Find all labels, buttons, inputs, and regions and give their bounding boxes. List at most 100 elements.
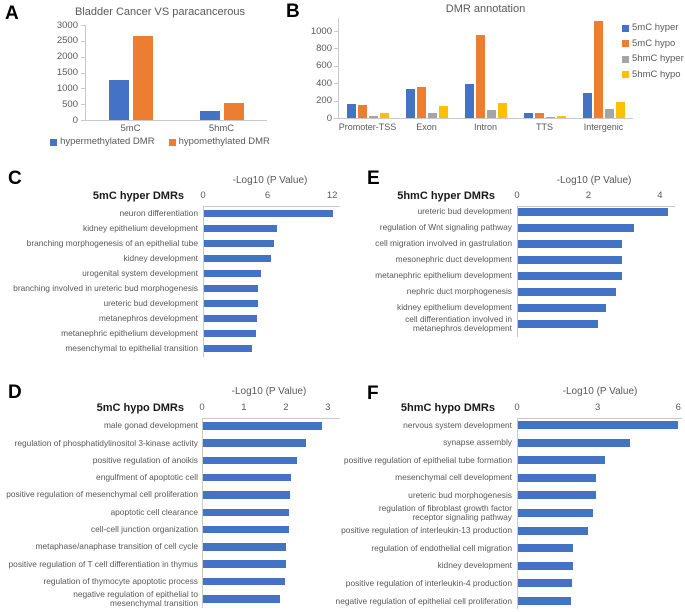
- row-label: male gonad development: [103, 420, 198, 431]
- row-label: kidney epithelium development: [83, 223, 198, 233]
- bar: [223, 102, 244, 120]
- bar: [204, 255, 271, 262]
- y-tick-label: 0: [72, 114, 78, 126]
- bar: [475, 34, 485, 118]
- row-label: cell migration involved in gastrulation: [375, 238, 512, 249]
- bar: [132, 36, 153, 120]
- panel-letter-d: D: [8, 382, 22, 403]
- row-label: nervous system development: [403, 419, 512, 430]
- y-tick-mark: [334, 118, 338, 119]
- bar: [427, 113, 437, 118]
- y-tick-label: 0: [326, 112, 332, 124]
- bar: [204, 240, 274, 247]
- axis-title: -Log10 (P Value): [232, 175, 308, 186]
- y-tick-label: 500: [62, 98, 78, 110]
- axis-top-line: [517, 206, 675, 207]
- row-label: regulation of fibroblast growth factor r…: [378, 503, 512, 522]
- axis-top-line: [202, 418, 340, 419]
- y-tick-mark: [334, 31, 338, 33]
- row-label: metanephric epithelium development: [61, 328, 198, 338]
- category-label: Promoter-TSS: [338, 122, 397, 132]
- chart-d-5mc-hypo-dmrs: 5mC hypo DMRs -Log10 (P Value) 0 1 2 3 male go…: [0, 382, 345, 612]
- bar: [203, 595, 280, 603]
- row-label: mesenchymal to epithelial transition: [65, 343, 198, 353]
- bar: [518, 240, 622, 248]
- legend-label: 5mC hyper: [632, 22, 679, 33]
- row-label: branching involved in ureteric bud morph…: [13, 283, 198, 293]
- bar: [203, 508, 289, 516]
- legend-label: 5mC hypo: [632, 37, 676, 49]
- row-label: neuron differentiation: [119, 208, 198, 218]
- row-label: urogenital system development: [82, 268, 198, 278]
- bar: [203, 473, 292, 482]
- x-tick-label: 1: [241, 402, 247, 413]
- y-tick-mark: [81, 25, 85, 26]
- bar: [518, 272, 622, 280]
- category-label: Intergenic: [583, 122, 624, 132]
- legend-label: 5hmC hypo: [632, 68, 681, 80]
- y-tick-label: 400: [316, 77, 332, 89]
- chart-title: 5mC hypo DMRs: [96, 402, 184, 414]
- chart-c-5mc-hyper-dmrs: 5mC hyper DMRs -Log10 (P Value) 0 6 12 neuron…: [0, 165, 345, 380]
- legend-item: 5mC hypo: [622, 37, 676, 49]
- row-label: ureteric bud development: [417, 206, 512, 217]
- legend-item: 5hmC hypo: [622, 68, 681, 80]
- bar: [438, 106, 448, 118]
- row-label: positive regulation of interleukin-4 pro…: [345, 577, 512, 588]
- x-tick-label: 0: [199, 402, 205, 413]
- x-tick-label: 2: [283, 402, 289, 413]
- bar: [545, 117, 555, 118]
- panel-f-5hmc-hypo-go: F 5hmC hypo DMRs -Log10 (P Value) 0 3 6 nervo…: [336, 382, 685, 612]
- x-tick-label: 0: [200, 190, 206, 201]
- x-axis-line: [85, 120, 267, 121]
- bar: [405, 89, 415, 118]
- legend-item: hypermethylated DMR: [50, 137, 155, 147]
- legend-swatch: [622, 71, 629, 78]
- panel-c-5mc-hyper-go: C 5mC hyper DMRs -Log10 (P Value) 0 6 12 neur…: [0, 165, 345, 380]
- bar: [346, 104, 356, 118]
- y-tick-mark: [81, 56, 85, 58]
- x-tick-label: 6: [675, 402, 681, 413]
- bar: [518, 320, 598, 328]
- row-label: positive regulation of mesenchymal cell …: [6, 489, 198, 500]
- y-tick-label: 2500: [56, 35, 78, 47]
- x-tick-label: 3: [594, 402, 601, 413]
- row-label: mesonephric duct development: [395, 254, 512, 265]
- axis-title: -Log10 (P Value): [562, 386, 638, 397]
- bar: [368, 115, 378, 118]
- legend-item: hypomethylated DMR: [168, 137, 270, 147]
- row-label: apoptotic cell clearance: [110, 506, 198, 517]
- bar: [518, 579, 572, 588]
- bar: [203, 525, 289, 534]
- row-label: synapse assembly: [443, 437, 512, 448]
- bar: [203, 491, 290, 499]
- bar: [204, 270, 262, 277]
- x-tick-label: 6: [264, 190, 271, 201]
- x-tick-label: 4: [657, 190, 663, 201]
- y-tick-mark: [334, 48, 338, 50]
- bar: [582, 93, 592, 118]
- bar: [486, 110, 496, 118]
- chart-f-5hmc-hypo-dmrs: 5hmC hypo DMRs -Log10 (P Value) 0 3 6 nervous…: [336, 382, 685, 612]
- y-tick-label: 200: [316, 95, 332, 107]
- row-label: regulation of thymocyte apoptotic proces…: [43, 575, 198, 586]
- y-tick-mark: [334, 83, 338, 85]
- row-label: ureteric bud development: [103, 298, 198, 308]
- chart-title: Bladder Cancer VS paracancerous: [75, 6, 245, 18]
- bar: [518, 544, 574, 553]
- bar: [203, 560, 286, 568]
- category-label: Intron: [473, 122, 497, 132]
- bar: [615, 101, 625, 118]
- axis-title: -Log10 (P Value): [231, 386, 307, 397]
- row-label: cell differentiation involved in metanep…: [405, 313, 512, 333]
- y-tick-mark: [81, 72, 85, 74]
- row-label: kidney development: [123, 253, 199, 263]
- bar: [518, 304, 606, 312]
- chart-a-bladder-vs-paracancerous: Bladder Cancer VS paracancerous 0 500 1000 1…: [0, 0, 310, 162]
- axis-title: -Log10 (P Value): [556, 175, 632, 186]
- bar: [416, 86, 426, 118]
- category-label: Exon: [416, 122, 437, 132]
- bar: [203, 543, 286, 551]
- axis-left-line: [202, 418, 203, 608]
